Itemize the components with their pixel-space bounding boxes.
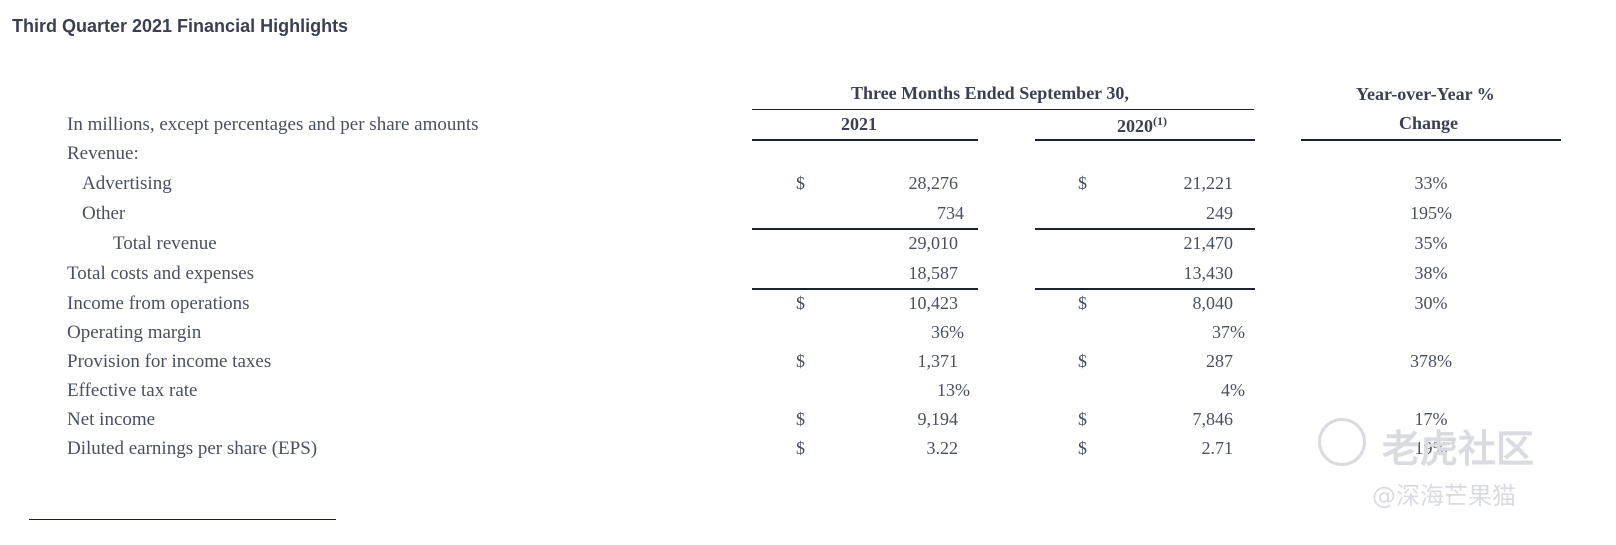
yoy-header-line1: Year-over-Year % (1356, 84, 1495, 104)
watermark-logo-icon (1318, 418, 1366, 466)
period-header: Three Months Ended September 30, (851, 83, 1129, 103)
value-2021: 13% (937, 380, 970, 400)
value-2020: 37% (1212, 322, 1245, 342)
footnote-separator (29, 519, 336, 520)
value-2020: 21,221 (1183, 173, 1234, 193)
value-2021: 10,423 (908, 293, 959, 313)
col-2020-header: 2020(1) (1117, 114, 1167, 137)
subtotal-rule (1035, 288, 1255, 290)
row-label: Advertising (82, 173, 172, 194)
currency-symbol: $ (796, 409, 805, 429)
row-label: Revenue: (67, 143, 139, 164)
value-2020: 13,430 (1183, 263, 1234, 283)
yoy-change: 33% (1414, 173, 1448, 193)
row-label: Diluted earnings per share (EPS) (67, 438, 318, 459)
value-2020: 8,040 (1192, 293, 1234, 313)
col-2020-footnote: (1) (1153, 114, 1167, 128)
yoy-underline (1301, 139, 1561, 141)
col-2020-underline (1035, 139, 1255, 141)
subtotal-rule (1035, 228, 1255, 230)
subtotal-rule (752, 288, 978, 290)
value-2021: 3.22 (926, 438, 959, 458)
value-2020: 21,470 (1183, 233, 1234, 253)
yoy-change: 195% (1410, 203, 1452, 223)
watermark-handle: @深海芒果猫 (1372, 482, 1516, 510)
yoy-change: 38% (1414, 263, 1448, 283)
units-note: In millions, except percentages and per … (67, 114, 479, 135)
value-2021: 9,194 (917, 409, 959, 429)
yoy-header-line2: Change (1399, 113, 1459, 133)
value-2020: 287 (1206, 351, 1233, 371)
currency-symbol: $ (1078, 409, 1087, 429)
yoy-change: 19% (1414, 438, 1448, 458)
value-2021: 18,587 (908, 263, 959, 283)
yoy-change: 30% (1414, 293, 1448, 313)
value-2020: 7,846 (1192, 409, 1234, 429)
currency-symbol: $ (796, 173, 805, 193)
currency-symbol: $ (1078, 351, 1087, 371)
currency-symbol: $ (796, 438, 805, 458)
row-label: Total costs and expenses (67, 263, 255, 284)
value-2020: 249 (1206, 203, 1233, 223)
page-title: Third Quarter 2021 Financial Highlights (12, 16, 349, 36)
row-label: Provision for income taxes (67, 351, 272, 372)
currency-symbol: $ (1078, 438, 1087, 458)
watermark-text: 老虎社区 (1382, 427, 1535, 471)
row-label: Operating margin (67, 322, 202, 343)
value-2020: 4% (1221, 380, 1245, 400)
row-label: Total revenue (113, 233, 217, 254)
currency-symbol: $ (1078, 173, 1087, 193)
yoy-change: 378% (1410, 351, 1452, 371)
value-2021: 1,371 (917, 351, 959, 371)
row-label: Net income (67, 409, 156, 430)
col-2021-header: 2021 (841, 114, 877, 134)
value-2021: 28,276 (908, 173, 959, 193)
yoy-change: 35% (1414, 233, 1448, 253)
currency-symbol: $ (796, 351, 805, 371)
subtotal-rule (752, 228, 978, 230)
value-2020: 2.71 (1201, 438, 1234, 458)
period-underline (752, 109, 1254, 110)
value-2021: 734 (937, 203, 964, 223)
yoy-change: 17% (1414, 409, 1448, 429)
row-label: Other (82, 203, 126, 224)
currency-symbol: $ (796, 293, 805, 313)
col-2021-underline (752, 139, 978, 141)
value-2021: 36% (931, 322, 964, 342)
currency-symbol: $ (1078, 293, 1087, 313)
row-label: Income from operations (67, 293, 250, 314)
value-2021: 29,010 (908, 233, 959, 253)
col-2020-label: 2020 (1117, 116, 1153, 136)
row-label: Effective tax rate (67, 380, 198, 401)
